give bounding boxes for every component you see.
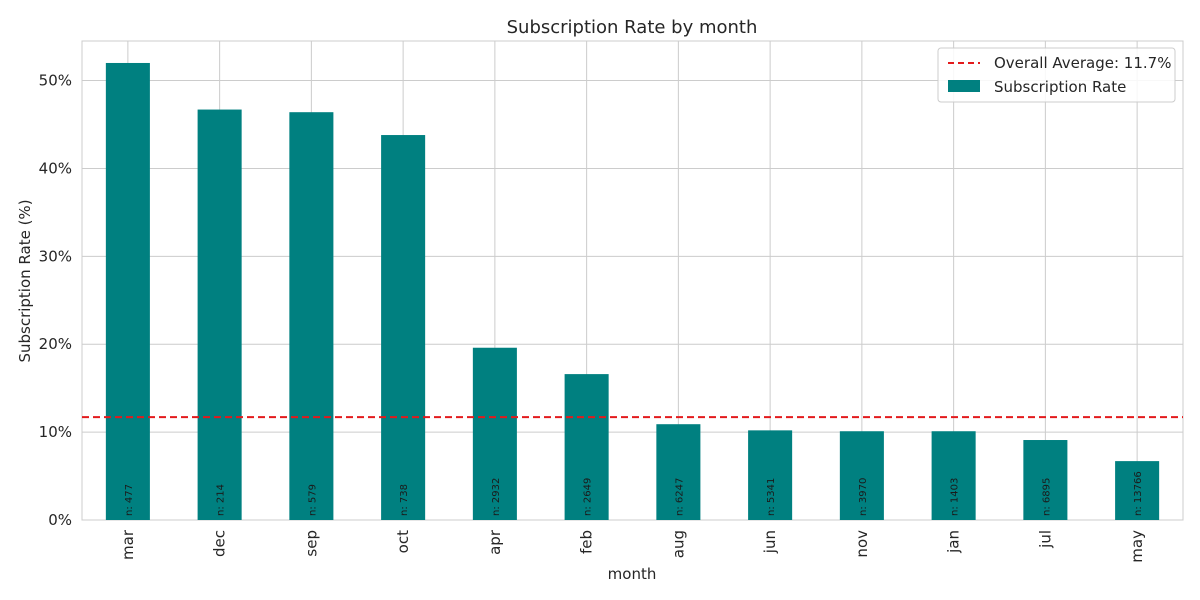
y-axis-label: Subscription Rate (%): [16, 199, 34, 362]
bar: [472, 347, 517, 520]
x-tick-label: apr: [486, 529, 504, 555]
x-tick-label: dec: [211, 530, 229, 557]
chart-title: Subscription Rate by month: [507, 17, 758, 38]
bar-count-label: n: 579: [307, 484, 318, 516]
bar-count-label: n: 2649: [583, 478, 594, 516]
x-tick-labels: mar dec sep oct apr feb aug jun nov jan jul may: [119, 529, 1146, 563]
x-tick-label: may: [1128, 530, 1146, 563]
plot-frame: [81, 40, 1184, 521]
bar-count-label: n: 13766: [1133, 471, 1144, 516]
bar: [1115, 461, 1160, 520]
y-tick-label: 20%: [39, 335, 72, 353]
x-tick-label: oct: [394, 530, 412, 553]
legend-bar-swatch: [948, 80, 980, 92]
bar-count-label: n: 1403: [950, 478, 961, 516]
bar: [748, 430, 793, 520]
y-tick-label: 0%: [48, 511, 72, 529]
x-tick-label: jul: [1036, 530, 1054, 549]
bar: [105, 62, 150, 521]
bar: [1023, 440, 1068, 520]
bar: [381, 135, 426, 520]
x-tick-label: jan: [945, 530, 963, 554]
bar: [656, 424, 701, 520]
plot-area: n: 477 n: 214 n: 579 n: 738 n: 2932 n: 2649 n:…: [81, 40, 1184, 521]
bar-count-label: n: 6247: [674, 478, 685, 516]
bar-count-labels: n: 477 n: 214 n: 579 n: 738 n: 2932 n: 2649 n:…: [124, 471, 1144, 516]
x-tick-label: aug: [669, 530, 687, 558]
y-tick-label: 50%: [39, 72, 72, 90]
x-tick-label: sep: [302, 530, 320, 557]
legend-bar-label: Subscription Rate: [994, 78, 1126, 96]
y-tick-labels: 0% 10% 20% 30% 40% 50%: [39, 72, 72, 529]
bar: [197, 109, 242, 520]
x-tick-label: jun: [761, 530, 779, 554]
bar-count-label: n: 2932: [491, 478, 502, 516]
bar: [564, 374, 609, 520]
x-tick-label: nov: [853, 530, 871, 558]
horizontal-gridlines: [82, 80, 1183, 521]
x-tick-label: feb: [578, 530, 596, 554]
x-axis-label: month: [608, 565, 657, 583]
bars: [105, 62, 1160, 521]
legend-average-label: Overall Average: 11.7%: [994, 54, 1171, 72]
bar-count-label: n: 3970: [858, 478, 869, 516]
y-tick-label: 30%: [39, 247, 72, 265]
bar-count-label: n: 214: [216, 484, 227, 516]
y-tick-label: 10%: [39, 423, 72, 441]
bar: [839, 431, 884, 520]
bar: [289, 112, 334, 520]
bar-count-label: n: 5341: [766, 478, 777, 516]
y-tick-label: 40%: [39, 159, 72, 177]
bar-count-label: n: 477: [124, 484, 135, 516]
bar-count-label: n: 6895: [1041, 478, 1052, 516]
legend: Overall Average: 11.7% Subscription Rate: [937, 47, 1176, 103]
bar-count-label: n: 738: [399, 484, 410, 516]
legend-box: [937, 47, 1176, 103]
x-tick-label: mar: [119, 529, 137, 560]
bar: [931, 431, 976, 520]
